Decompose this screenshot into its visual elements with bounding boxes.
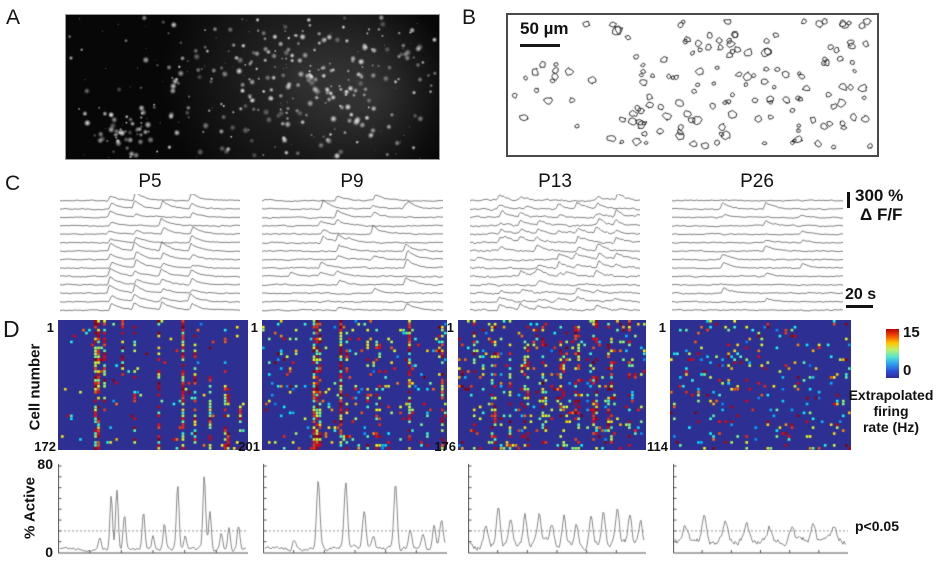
cell-number-axis-label: Cell number	[26, 343, 44, 431]
panel-a-fluorescence-image	[65, 14, 440, 160]
heatmap-p26	[670, 320, 851, 450]
heatmap-p26-first-cell: 1	[658, 320, 666, 335]
traces-p26	[672, 194, 843, 312]
active-plot-p13	[468, 462, 646, 558]
heatmap-p13-last-cell: 176	[434, 439, 456, 454]
active-plot-p5	[58, 462, 248, 558]
panel-b-outlines-canvas	[508, 15, 877, 155]
heatmap-p13	[458, 320, 646, 450]
time-scale-bar	[846, 305, 873, 308]
heatmap-p5-first-cell: 1	[46, 320, 54, 335]
panel-b-cell-outline-map: 50 µm	[506, 13, 879, 157]
active-ymax-label: 80	[37, 456, 53, 472]
age-title-p26: P26	[740, 171, 774, 192]
time-scale-text: 20 s	[845, 286, 877, 303]
heatmap-p9	[262, 320, 447, 450]
heatmap-p26-last-cell: 114	[647, 439, 668, 454]
heatmap-p9-first-cell: 1	[250, 320, 258, 335]
panel-b-scale-bar	[520, 44, 560, 47]
active-plot-p9	[263, 462, 447, 558]
heatmap-p5	[58, 320, 248, 450]
colorbar-title-line2: firing	[873, 403, 909, 419]
heatmap-p9-last-cell: 201	[238, 439, 260, 454]
amplitude-unit-text: Δ F/F	[860, 205, 903, 224]
amplitude-scale-text: 300 %	[855, 186, 904, 205]
colorbar-title-line3: rate (Hz)	[862, 419, 919, 435]
age-title-p5: P5	[138, 171, 162, 192]
percent-active-axis-label: % Active	[21, 477, 39, 539]
colorbar	[886, 329, 899, 378]
age-title-p13: P13	[538, 171, 572, 192]
traces-p5	[60, 194, 240, 312]
panel-c-label: C	[5, 172, 21, 195]
heatmap-p5-last-cell: 172	[34, 439, 56, 454]
panel-d-label: D	[3, 316, 20, 342]
age-title-p9: P9	[340, 171, 364, 192]
panel-a-label: A	[6, 6, 21, 29]
heatmap-p13-first-cell: 1	[446, 320, 454, 335]
amplitude-scale-bar	[847, 192, 850, 208]
traces-p9	[262, 194, 443, 312]
colorbar-max-label: 15	[903, 324, 920, 341]
active-plot-p26	[673, 462, 848, 558]
panel-b-scale-text: 50 µm	[520, 19, 569, 38]
colorbar-title-line1: Extrapolated	[848, 387, 934, 403]
active-ymin-label: 0	[45, 544, 53, 560]
panel-b-label: B	[462, 6, 477, 29]
traces-p13	[470, 194, 640, 312]
colorbar-min-label: 0	[903, 362, 912, 379]
significance-label: p<0.05	[855, 518, 899, 534]
